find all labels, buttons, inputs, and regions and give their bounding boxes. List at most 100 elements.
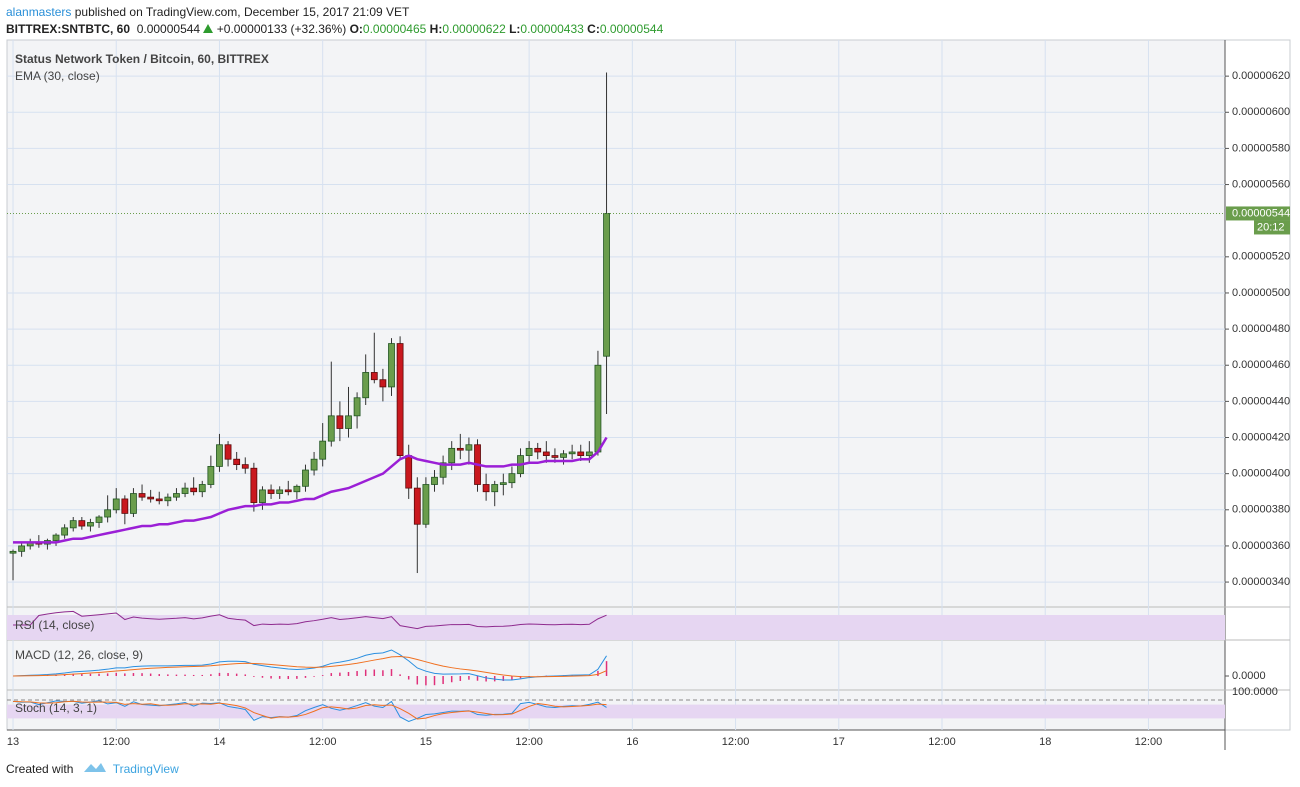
candle-body: [585, 451, 593, 456]
stoch-tick: 100.0000: [1232, 686, 1278, 698]
brand[interactable]: TradingView: [112, 762, 179, 776]
chart-title: Status Network Token / Bitcoin, 60, BITT…: [15, 52, 269, 66]
candle-body: [69, 520, 77, 529]
y-tick-label: 0.00000520: [1232, 251, 1290, 263]
candle-body: [112, 498, 120, 511]
y-tick-label: 0.00000480: [1232, 323, 1290, 335]
candle-body: [181, 487, 189, 494]
candle-body: [319, 440, 327, 460]
stoch-k: [12, 700, 607, 723]
countdown: 20:12: [1257, 221, 1285, 233]
candle-body: [465, 444, 473, 451]
y-tick-label: 0.00000460: [1232, 359, 1290, 371]
candle-body: [9, 550, 17, 554]
ohlc-h-label: H:: [429, 22, 443, 36]
price-tag: [1226, 206, 1290, 221]
ohlc-h: 0.00000622: [442, 22, 506, 36]
x-tick-label: 12:00: [928, 736, 956, 748]
x-tick-label: 12:00: [722, 736, 750, 748]
candle-body: [224, 444, 232, 460]
candle-body: [448, 447, 456, 464]
ema-line: [13, 436, 608, 544]
macd-line: [13, 649, 607, 681]
candle-body: [173, 493, 180, 498]
header: alanmasters published on TradingView.com…: [6, 4, 663, 37]
candle-body: [551, 455, 559, 458]
candle-body: [594, 364, 602, 453]
candle-body: [345, 415, 352, 429]
candle-body: [353, 397, 361, 417]
stoch-band: [7, 704, 1225, 719]
candle-body: [164, 496, 172, 502]
price-tag-label: 0.00000544: [1232, 207, 1290, 219]
candle-body: [18, 545, 26, 552]
macd-label: MACD (12, 26, close, 9): [15, 648, 143, 662]
x-tick-label: 15: [420, 736, 432, 748]
candle-body: [61, 527, 69, 536]
change: +0.00000133 (+32.36%): [216, 22, 347, 36]
candle-body: [362, 372, 370, 399]
y-tick-label: 0.00000580: [1232, 142, 1290, 154]
rsi-label: RSI (14, close): [15, 618, 94, 632]
y-tick-label: 0.00000500: [1232, 287, 1290, 299]
candle-body: [198, 484, 206, 493]
y-tick-label: 0.00000360: [1232, 540, 1290, 552]
candle-body: [370, 372, 378, 381]
candle-body: [379, 379, 387, 388]
candle-body: [284, 489, 292, 493]
y-tick-label: 0.00000400: [1232, 468, 1290, 480]
candle-body: [78, 520, 86, 527]
y-tick-label: 0.00000380: [1232, 504, 1290, 516]
ohlc-o: 0.00000465: [362, 22, 427, 36]
candle-body: [422, 484, 430, 525]
x-tick-label: 14: [213, 736, 225, 748]
rsi-band: [7, 615, 1225, 640]
x-tick-label: 12:00: [515, 736, 543, 748]
candle-body: [104, 509, 112, 518]
y-tick-label: 0.00000560: [1232, 178, 1290, 190]
candle-body: [456, 447, 464, 451]
candle-body: [542, 451, 550, 456]
candle-body: [568, 451, 576, 455]
logo: [83, 763, 106, 772]
x-tick-label: 12:00: [309, 736, 337, 748]
x-tick-label: 13: [7, 736, 19, 748]
y-tick-label: 0.00000620: [1232, 70, 1290, 82]
candle-body: [431, 476, 438, 485]
ohlc-c: 0.00000544: [599, 22, 664, 36]
signal-line: [13, 655, 607, 678]
candle-body: [267, 489, 275, 494]
ohlc-l: 0.00000433: [520, 22, 584, 36]
ohlc-c-label: C:: [587, 22, 600, 36]
candle-body: [413, 487, 421, 525]
y-tick-label: 0.00000600: [1232, 106, 1290, 118]
candle-body: [190, 487, 198, 493]
candle-body: [121, 498, 129, 514]
candle-body: [52, 534, 60, 541]
candle-body: [259, 489, 266, 503]
candle-body: [534, 447, 542, 453]
candle-body: [508, 473, 516, 484]
candle-body: [525, 447, 533, 456]
x-tick-label: 12:00: [1135, 736, 1163, 748]
candle-body: [396, 343, 404, 456]
candle-body: [241, 464, 249, 469]
x-tick-label: 17: [833, 736, 845, 748]
up-arrow: [203, 24, 214, 33]
candle-body: [327, 415, 335, 442]
y-tick-label: 0.00000340: [1232, 576, 1290, 588]
footer: Created with TradingView: [6, 761, 179, 776]
candle-body: [499, 482, 507, 485]
candle-body: [336, 415, 344, 429]
macd-tick: 0.0000: [1232, 670, 1266, 682]
stoch-d: [12, 700, 607, 720]
y-tick-label: 0.00000440: [1232, 395, 1290, 407]
candle-body: [155, 498, 163, 502]
author[interactable]: alanmasters: [6, 5, 72, 19]
published: published on TradingView.com, December 1…: [74, 5, 410, 19]
x-tick-label: 18: [1039, 736, 1051, 748]
candle-body: [138, 493, 146, 498]
candle-body: [147, 496, 155, 500]
